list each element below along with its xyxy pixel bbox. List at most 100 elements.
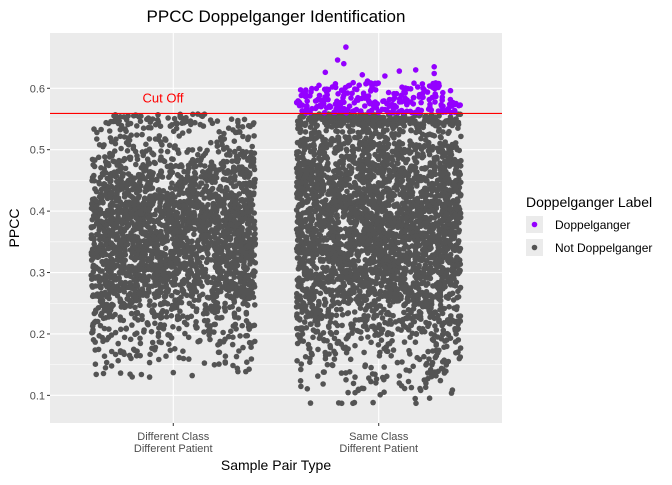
not-doppelganger-point	[90, 251, 96, 257]
not-doppelganger-point	[246, 292, 252, 298]
not-doppelganger-point	[398, 327, 404, 333]
not-doppelganger-point	[127, 298, 133, 304]
not-doppelganger-point	[107, 179, 113, 185]
not-doppelganger-point	[403, 324, 409, 330]
not-doppelganger-point	[118, 370, 124, 376]
not-doppelganger-point	[228, 251, 234, 257]
not-doppelganger-point	[236, 164, 242, 170]
not-doppelganger-point	[89, 232, 95, 238]
not-doppelganger-point	[241, 282, 247, 288]
not-doppelganger-point	[92, 311, 98, 317]
not-doppelganger-point	[358, 336, 364, 342]
not-doppelganger-point	[377, 291, 383, 297]
not-doppelganger-point	[148, 169, 154, 175]
not-doppelganger-point	[122, 304, 128, 310]
not-doppelganger-point	[182, 253, 188, 259]
not-doppelganger-point	[182, 331, 188, 337]
not-doppelganger-point	[106, 246, 112, 252]
not-doppelganger-point	[343, 370, 349, 376]
not-doppelganger-point	[401, 123, 407, 129]
not-doppelganger-point	[176, 150, 182, 156]
not-doppelganger-point	[193, 262, 199, 268]
not-doppelganger-point	[126, 223, 132, 229]
not-doppelganger-point	[148, 241, 154, 247]
not-doppelganger-point	[234, 193, 240, 199]
not-doppelganger-point	[381, 364, 387, 370]
not-doppelganger-point	[158, 123, 164, 129]
not-doppelganger-point	[104, 259, 110, 265]
not-doppelganger-point	[165, 276, 171, 282]
not-doppelganger-point	[445, 118, 451, 124]
not-doppelganger-point	[352, 160, 358, 166]
not-doppelganger-point	[204, 148, 210, 154]
not-doppelganger-point	[112, 169, 118, 175]
not-doppelganger-point	[294, 313, 300, 319]
not-doppelganger-point	[134, 132, 140, 138]
not-doppelganger-point	[161, 266, 167, 272]
not-doppelganger-point	[167, 172, 173, 178]
not-doppelganger-point	[244, 318, 250, 324]
not-doppelganger-point	[145, 320, 151, 326]
not-doppelganger-point	[118, 127, 124, 133]
not-doppelganger-point	[132, 305, 138, 311]
not-doppelganger-point	[147, 136, 153, 142]
not-doppelganger-point	[335, 129, 341, 135]
not-doppelganger-point	[94, 136, 100, 142]
not-doppelganger-point	[126, 171, 132, 177]
not-doppelganger-point	[344, 148, 350, 154]
not-doppelganger-point	[98, 211, 104, 217]
not-doppelganger-point	[103, 159, 109, 165]
not-doppelganger-point	[185, 315, 191, 321]
not-doppelganger-point	[197, 279, 203, 285]
not-doppelganger-point	[185, 238, 191, 244]
not-doppelganger-point	[198, 204, 204, 210]
not-doppelganger-point	[177, 282, 183, 288]
not-doppelganger-point	[117, 246, 123, 252]
not-doppelganger-point	[183, 180, 189, 186]
not-doppelganger-point	[251, 273, 257, 279]
not-doppelganger-point	[340, 312, 346, 318]
not-doppelganger-point	[425, 349, 431, 355]
not-doppelganger-point	[244, 267, 250, 273]
not-doppelganger-point	[382, 119, 388, 125]
not-doppelganger-point	[190, 157, 196, 163]
not-doppelganger-point	[192, 286, 198, 292]
not-doppelganger-point	[229, 116, 235, 122]
not-doppelganger-point	[93, 372, 99, 378]
not-doppelganger-point	[249, 144, 255, 150]
not-doppelganger-point	[111, 284, 117, 290]
not-doppelganger-point	[134, 277, 140, 283]
not-doppelganger-point	[177, 308, 183, 314]
not-doppelganger-point	[92, 339, 98, 345]
not-doppelganger-point	[106, 269, 112, 275]
not-doppelganger-point	[324, 338, 330, 344]
not-doppelganger-point	[229, 158, 235, 164]
not-doppelganger-point	[183, 115, 189, 121]
not-doppelganger-point	[104, 187, 110, 193]
not-doppelganger-point	[149, 177, 155, 183]
not-doppelganger-point	[230, 334, 236, 340]
not-doppelganger-point	[305, 386, 311, 392]
not-doppelganger-point	[389, 338, 395, 344]
not-doppelganger-point	[253, 260, 259, 266]
not-doppelganger-point	[323, 128, 329, 134]
not-doppelganger-point	[132, 235, 138, 241]
not-doppelganger-point	[131, 227, 137, 233]
not-doppelganger-point	[118, 177, 124, 183]
not-doppelganger-point	[192, 120, 198, 126]
not-doppelganger-point	[150, 310, 156, 316]
not-doppelganger-point	[352, 135, 358, 141]
not-doppelganger-point	[203, 232, 209, 238]
not-doppelganger-point	[352, 374, 358, 380]
not-doppelganger-point	[122, 335, 128, 341]
not-doppelganger-point	[141, 329, 147, 335]
not-doppelganger-point	[216, 167, 222, 173]
not-doppelganger-point	[167, 143, 173, 149]
not-doppelganger-point	[449, 266, 455, 272]
not-doppelganger-point	[326, 325, 332, 331]
not-doppelganger-point	[222, 305, 228, 311]
not-doppelganger-point	[243, 197, 249, 203]
not-doppelganger-point	[118, 327, 124, 333]
not-doppelganger-point	[359, 162, 365, 168]
